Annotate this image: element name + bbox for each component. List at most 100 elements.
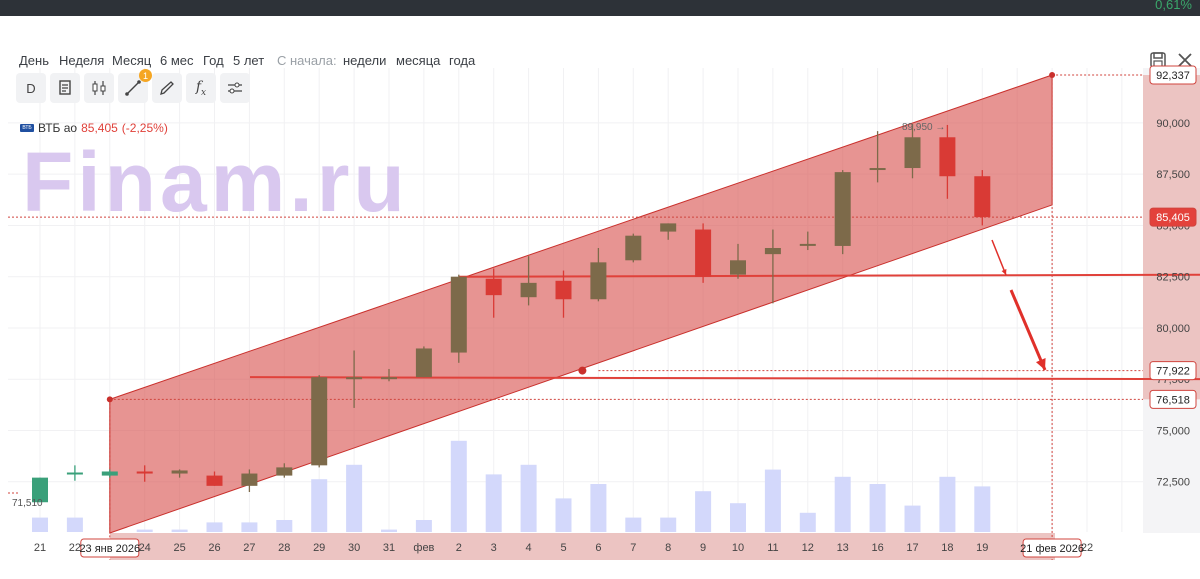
x-tick-label: 30 (348, 542, 360, 554)
current-price-badge-text: 85,405 (1156, 212, 1190, 224)
volume-bar (276, 520, 292, 532)
document-icon (56, 79, 74, 97)
x-tick-label: 6 (595, 542, 601, 554)
drawing-toolbar: D 1 fx (16, 73, 250, 107)
x-tick-label: 3 (491, 542, 497, 554)
x-tick-label: 11 (767, 542, 778, 554)
settings-tool[interactable] (220, 73, 250, 103)
candle-body (486, 279, 502, 295)
candle (835, 170, 851, 254)
volume-bar (137, 530, 153, 532)
volume-bar (172, 530, 188, 532)
candle-body (590, 262, 606, 299)
candle-body (416, 348, 432, 377)
y-tick-label: 80,000 (1156, 323, 1190, 335)
candle-body (905, 137, 921, 168)
volume-bar (939, 477, 955, 532)
high-annotation-label: 89,950 → (902, 122, 945, 133)
volume-bar (835, 477, 851, 532)
x-tick-label: 27 (243, 542, 255, 554)
candle-body (730, 260, 746, 274)
level-label-box-text: 77,922 (1156, 366, 1190, 378)
interval-label: D (26, 81, 35, 96)
volume-bar (974, 486, 990, 532)
drawing-tool[interactable]: 1 (118, 73, 148, 103)
candles-tool[interactable] (84, 73, 114, 103)
ticker-change: (-2,25%) (122, 121, 168, 135)
x-tick-label: 16 (871, 542, 883, 554)
candle (625, 234, 641, 263)
volume-bar (451, 441, 467, 532)
candle-body (695, 230, 711, 277)
candle-body (660, 223, 676, 231)
y-tick-label: 87,500 (1156, 169, 1190, 181)
x-tick-label: 18 (941, 542, 953, 554)
sliders-icon (226, 79, 244, 97)
x-tick-label: 10 (732, 542, 744, 554)
x-tick-label: 17 (906, 542, 918, 554)
pattern-tool[interactable] (152, 73, 182, 103)
candle-body (800, 244, 816, 246)
x-tick-label: 24 (139, 542, 151, 554)
pencil-icon (158, 79, 176, 97)
ticker-info: ВТБ ВТБ ао 85,405 (-2,25%) (20, 121, 168, 135)
start-price-label: 71,510 (12, 498, 43, 509)
candle-body (276, 467, 292, 475)
channel-anchor-high (1049, 72, 1055, 78)
x-tick-label: 13 (837, 542, 849, 554)
volume-bar (556, 498, 572, 532)
x-tick-label: 8 (665, 542, 671, 554)
indicators-tool[interactable]: fx (186, 73, 216, 103)
candle (695, 223, 711, 282)
candle-body (311, 377, 327, 465)
candle (451, 275, 467, 363)
volume-bar (590, 484, 606, 532)
volume-bar (486, 474, 502, 532)
ticker-logo: ВТБ (20, 124, 34, 132)
candle-body (346, 377, 362, 379)
level-marker (578, 367, 586, 375)
x-tick-label: 2 (456, 542, 462, 554)
channel-anchor-low (107, 396, 113, 402)
candle (416, 346, 432, 377)
volume-bar (416, 520, 432, 532)
candles-icon (90, 79, 108, 97)
volume-bar (381, 530, 397, 532)
line-tool-icon (124, 79, 142, 97)
y-tick-label: 82,500 (1156, 272, 1190, 284)
candle-body (870, 168, 886, 170)
x-tick-label: фев (413, 542, 434, 554)
watermark: Finam.ru (22, 134, 409, 231)
volume-bar (346, 465, 362, 532)
date-label-text: 23 янв 2026 (79, 543, 140, 555)
candle-body (625, 236, 641, 261)
x-tick-label: 29 (313, 542, 325, 554)
volume-bar (241, 522, 257, 532)
x-tick-label: 26 (208, 542, 220, 554)
interval-selector[interactable]: D (16, 73, 46, 103)
ticker-name: ВТБ ао (38, 121, 77, 135)
x-tick-label: 7 (630, 542, 636, 554)
candle-body (67, 473, 83, 475)
volume-bar (660, 518, 676, 532)
chart-type-tool[interactable] (50, 73, 80, 103)
volume-bar (870, 484, 886, 532)
drawing-count-badge: 1 (139, 69, 152, 82)
candle (311, 375, 327, 467)
x-tick-label: 12 (802, 542, 814, 554)
x-tick-label: 19 (976, 542, 988, 554)
candle-body (241, 474, 257, 486)
candle-body (765, 248, 781, 254)
x-tick-label: 31 (383, 542, 395, 554)
level-label-box-text: 76,518 (1156, 394, 1190, 406)
y-tick-label: 75,000 (1156, 425, 1190, 437)
volume-bar (207, 522, 223, 532)
volume-bar (800, 513, 816, 532)
volume-bar (730, 503, 746, 532)
candle-body (974, 176, 990, 217)
candle-body (381, 377, 397, 379)
candle-body (207, 476, 223, 486)
volume-bar (765, 470, 781, 532)
x-tick-label: 25 (173, 542, 185, 554)
volume-bar (311, 479, 327, 532)
